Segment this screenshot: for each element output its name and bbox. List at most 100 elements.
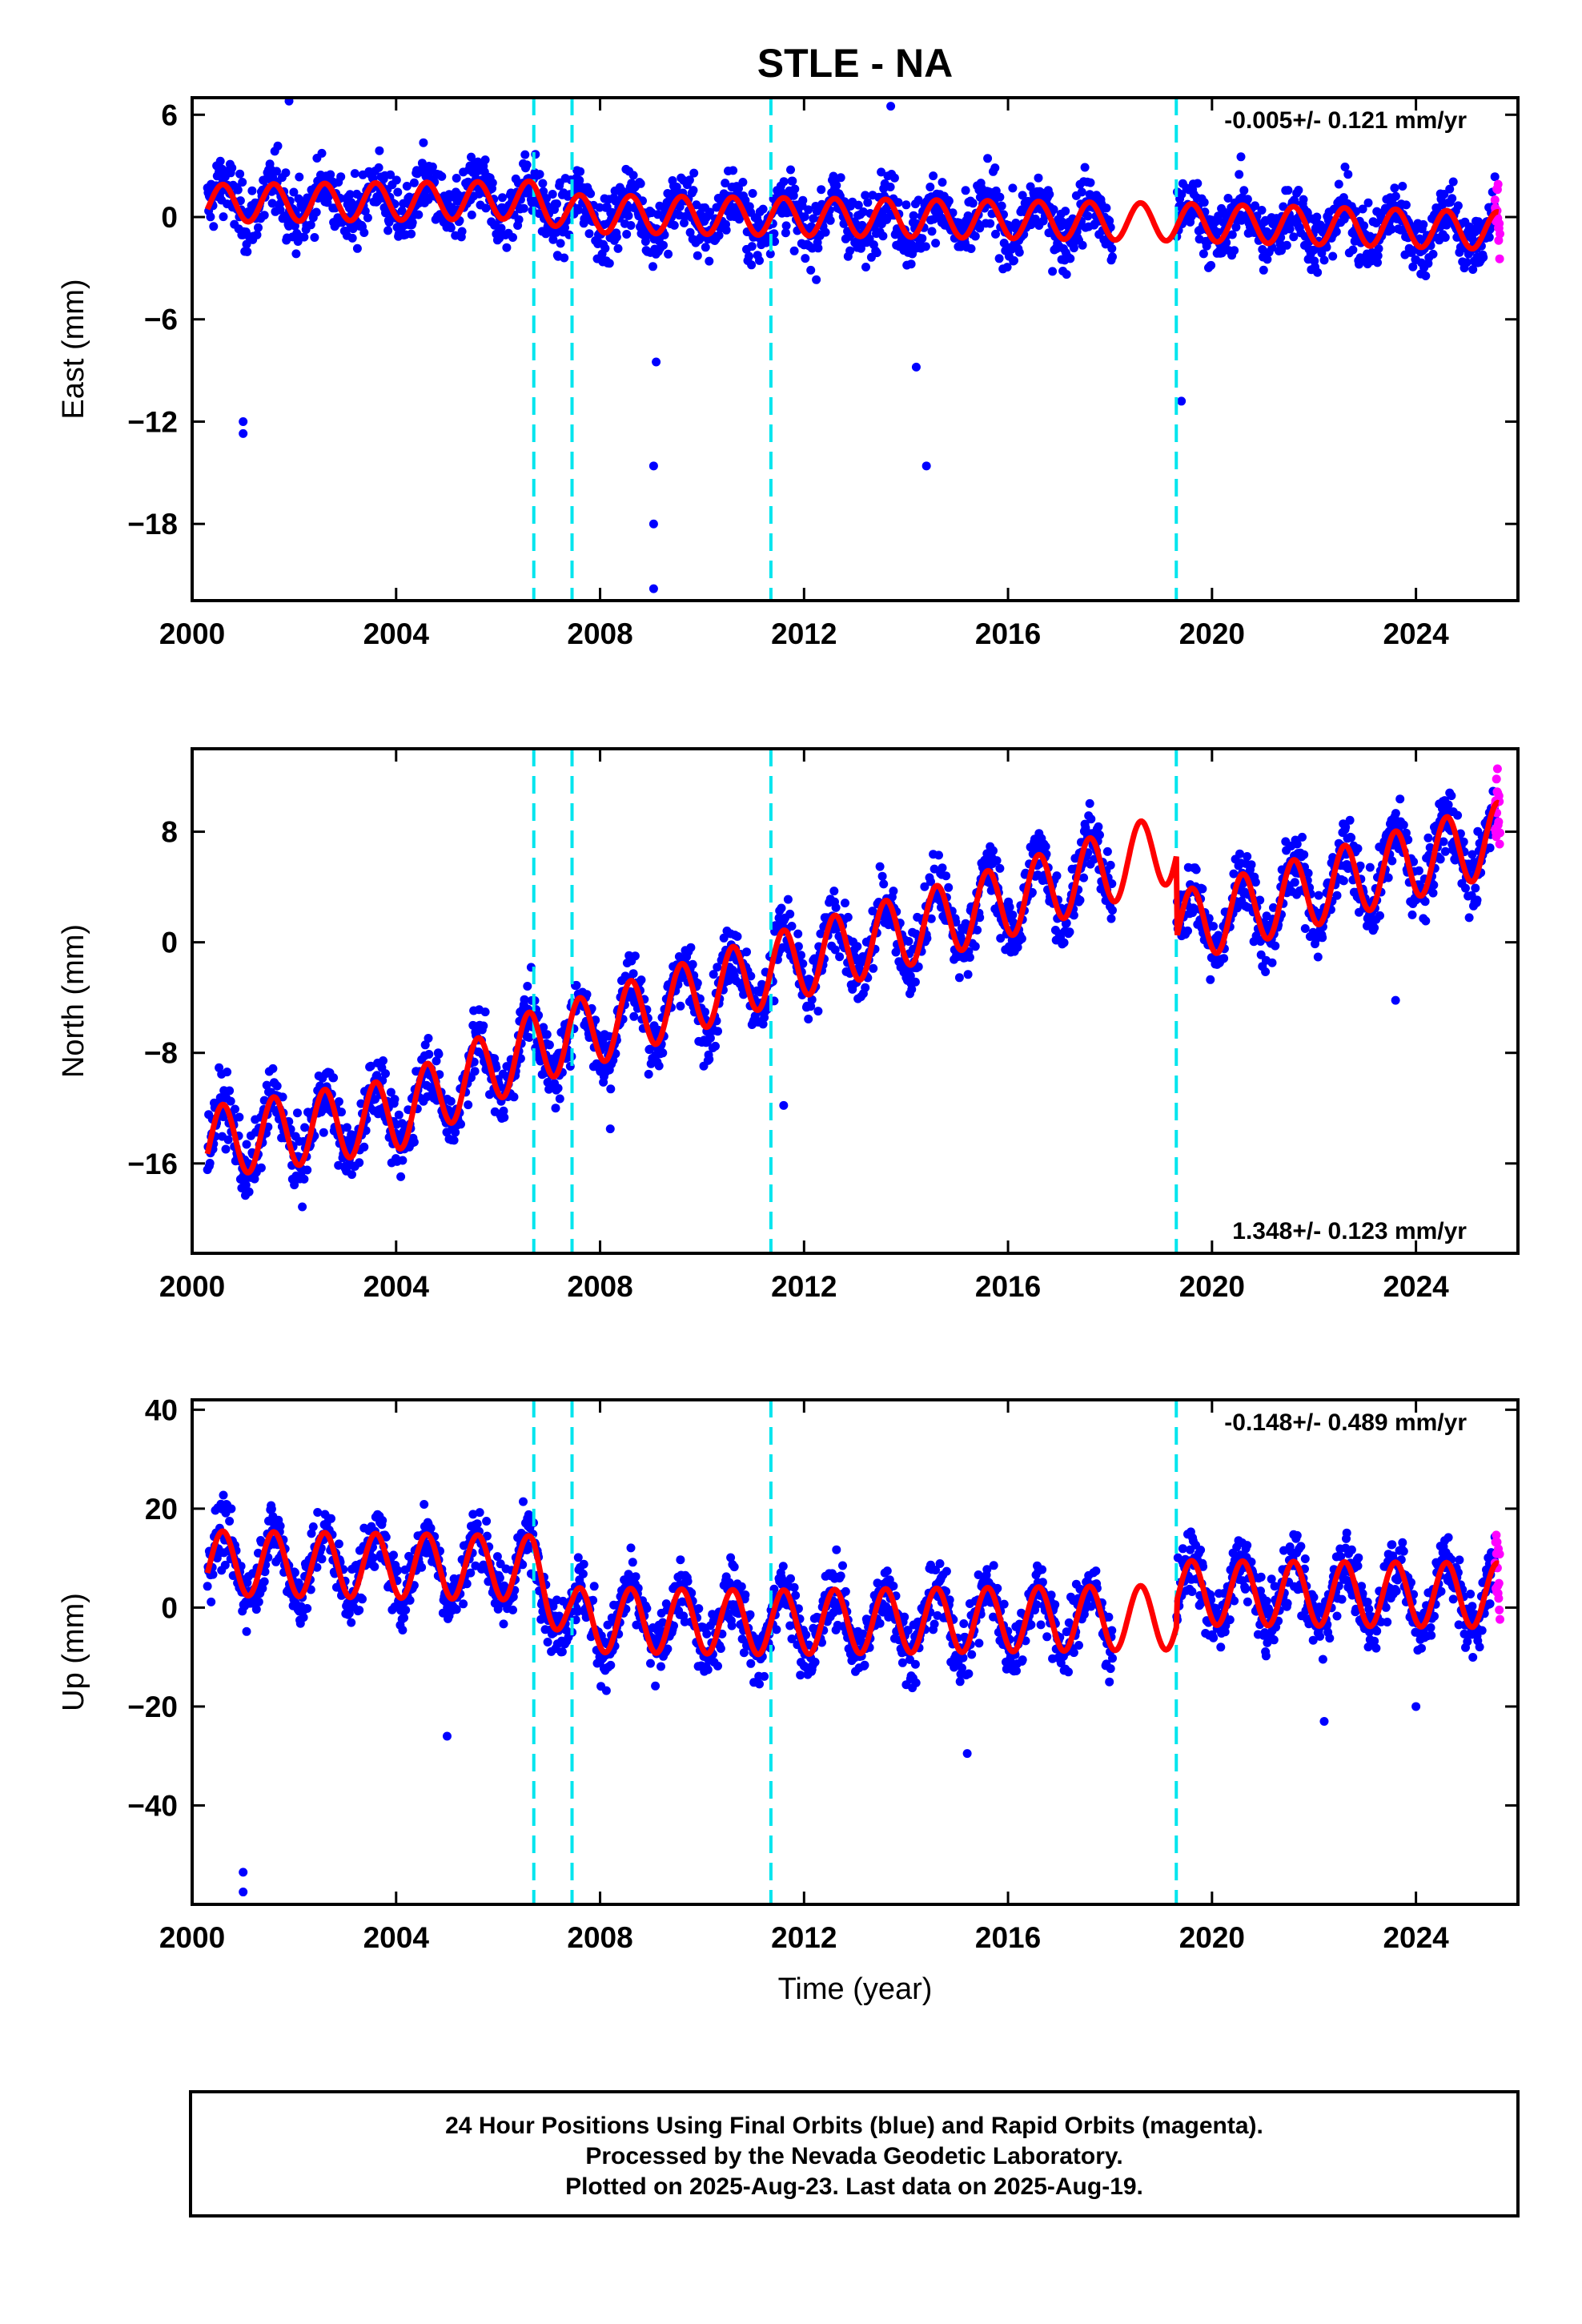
data-point <box>606 1084 616 1094</box>
data-point <box>1414 866 1423 875</box>
data-point <box>832 181 841 190</box>
data-point <box>1257 206 1267 215</box>
data-point <box>745 251 753 261</box>
data-point <box>1263 255 1272 264</box>
data-point <box>913 962 923 971</box>
data-point <box>1370 923 1379 933</box>
data-point <box>342 1123 351 1132</box>
data-point <box>689 168 699 178</box>
data-point <box>1464 913 1474 923</box>
x-tick-label: 2012 <box>771 1270 837 1303</box>
data-point <box>1002 263 1012 272</box>
data-point <box>1374 244 1383 253</box>
data-point <box>906 259 916 269</box>
data-point <box>300 1123 310 1132</box>
data-point <box>306 220 315 230</box>
data-point <box>381 1532 391 1542</box>
data-point <box>557 1647 567 1657</box>
data-point <box>275 205 285 215</box>
data-point <box>203 1582 212 1591</box>
data-point <box>419 138 428 147</box>
y-tick-label: −8 <box>144 1037 178 1070</box>
data-point <box>1066 254 1075 263</box>
data-point <box>1061 207 1070 216</box>
data-point <box>1052 871 1062 881</box>
data-point <box>278 1092 287 1102</box>
data-point <box>254 1597 263 1606</box>
data-point <box>548 190 557 199</box>
data-point <box>262 1080 271 1090</box>
data-point <box>879 879 889 889</box>
data-point <box>451 1128 460 1137</box>
data-point <box>1102 846 1112 856</box>
data-point <box>556 239 565 248</box>
data-point <box>798 195 808 205</box>
data-point <box>877 167 886 177</box>
rapid-orbit-point <box>1492 764 1502 774</box>
data-point <box>1403 835 1413 845</box>
data-point <box>291 249 301 259</box>
data-point <box>508 1592 518 1602</box>
data-point <box>1340 163 1350 171</box>
data-point <box>492 1552 502 1562</box>
data-point <box>359 228 369 237</box>
data-point <box>480 155 490 165</box>
data-point <box>746 971 756 981</box>
data-point <box>579 1559 588 1569</box>
data-point <box>589 1582 599 1591</box>
data-point <box>806 265 816 275</box>
data-point <box>1401 828 1411 838</box>
data-point <box>482 1517 492 1526</box>
data-point <box>1363 198 1373 207</box>
data-point <box>809 214 818 223</box>
data-point <box>624 211 633 220</box>
data-point <box>1041 842 1050 851</box>
data-point <box>1049 205 1058 215</box>
data-point <box>628 969 638 979</box>
data-point <box>733 931 742 941</box>
data-point <box>630 951 640 961</box>
data-point <box>644 1069 653 1079</box>
data-point <box>983 154 993 163</box>
data-point <box>830 945 840 955</box>
data-point <box>1317 248 1327 258</box>
data-point <box>600 243 610 253</box>
data-point <box>1312 212 1322 222</box>
data-point <box>499 1106 508 1116</box>
data-point <box>944 196 954 206</box>
data-point <box>298 1202 307 1212</box>
outlier-point <box>605 1124 615 1134</box>
data-point <box>1014 247 1024 257</box>
data-point <box>843 912 853 922</box>
data-point <box>1080 163 1090 172</box>
data-point <box>636 179 645 188</box>
data-point <box>1235 849 1244 858</box>
data-point <box>449 1136 459 1145</box>
outlier-point <box>284 98 294 106</box>
data-point <box>680 218 689 227</box>
x-tick-label: 2004 <box>363 1270 430 1303</box>
data-point <box>1258 245 1267 254</box>
data-point <box>363 213 372 223</box>
data-point <box>495 1573 504 1582</box>
data-point <box>420 1040 430 1050</box>
y-tick-label: 8 <box>161 816 178 849</box>
x-tick-label: 2024 <box>1383 1270 1449 1303</box>
data-point <box>372 1071 382 1080</box>
data-point <box>1439 190 1449 199</box>
data-point <box>1345 815 1355 825</box>
data-point <box>963 970 973 979</box>
data-point <box>370 1562 379 1571</box>
data-point <box>393 1566 403 1575</box>
data-point <box>968 199 978 208</box>
data-point <box>393 187 403 197</box>
data-point <box>693 979 702 988</box>
data-point <box>251 1605 261 1614</box>
data-point <box>555 1094 564 1104</box>
data-point <box>713 1661 722 1671</box>
data-point <box>713 1027 722 1036</box>
plot-frame <box>191 96 1520 602</box>
data-point <box>572 980 581 990</box>
y-tick-label: −16 <box>127 1148 178 1180</box>
data-point <box>208 1570 218 1579</box>
